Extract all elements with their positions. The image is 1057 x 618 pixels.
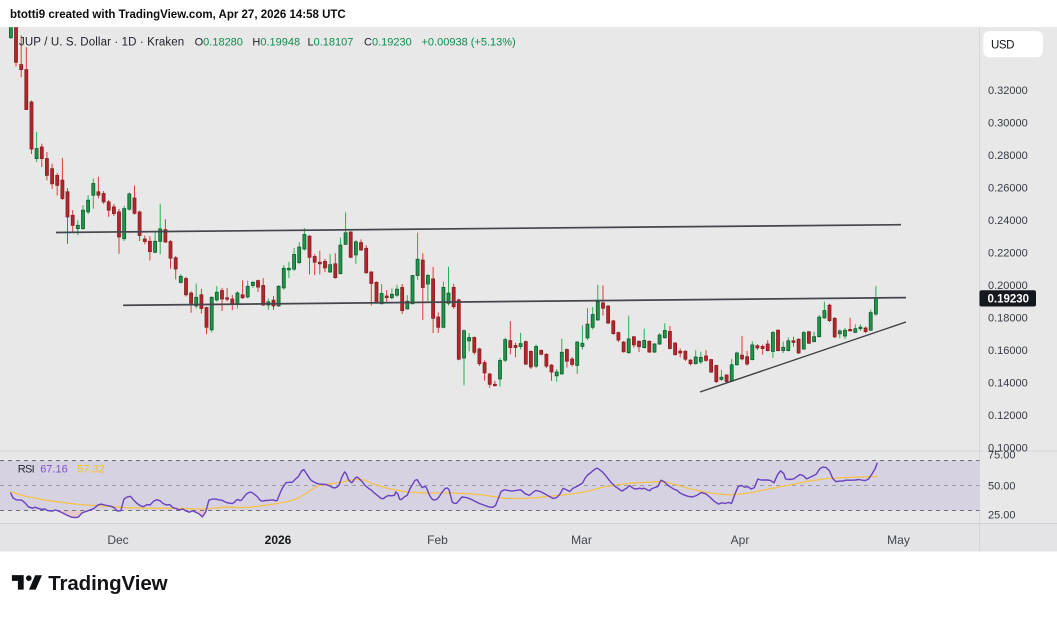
- svg-text:0.30000: 0.30000: [988, 117, 1028, 129]
- svg-text:btotti9 created with TradingVi: btotti9 created with TradingView.com, Ap…: [10, 9, 346, 21]
- svg-text:0.14000: 0.14000: [988, 378, 1028, 390]
- svg-text:O0.18280: O0.18280: [195, 37, 243, 49]
- svg-text:May: May: [887, 533, 910, 547]
- svg-text:25.00: 25.00: [988, 510, 1016, 522]
- svg-text:0.32000: 0.32000: [988, 85, 1028, 97]
- svg-text:+0.00938 (+5.13%): +0.00938 (+5.13%): [422, 37, 516, 49]
- svg-text:0.26000: 0.26000: [988, 182, 1028, 194]
- svg-text:H0.19948: H0.19948: [252, 37, 300, 49]
- svg-text:C0.19230: C0.19230: [364, 37, 412, 49]
- svg-text:RSI: RSI: [18, 464, 35, 476]
- svg-text:0.28000: 0.28000: [988, 150, 1028, 162]
- svg-text:50.00: 50.00: [988, 481, 1016, 493]
- svg-text:0.10000: 0.10000: [988, 443, 1028, 455]
- svg-text:0.18000: 0.18000: [988, 312, 1028, 324]
- svg-text:75.00: 75.00: [988, 450, 1016, 462]
- svg-text:2026: 2026: [265, 533, 292, 547]
- svg-text:Feb: Feb: [427, 533, 448, 547]
- svg-text:0.20000: 0.20000: [988, 280, 1028, 292]
- svg-text:Apr: Apr: [731, 533, 750, 547]
- svg-text:L0.18107: L0.18107: [308, 37, 354, 49]
- svg-text:0.16000: 0.16000: [988, 345, 1028, 357]
- svg-text:57.32: 57.32: [77, 464, 105, 476]
- svg-text:67.16: 67.16: [40, 464, 68, 476]
- svg-text:0.24000: 0.24000: [988, 215, 1028, 227]
- svg-text:Dec: Dec: [107, 533, 128, 547]
- svg-text:0.12000: 0.12000: [988, 410, 1028, 422]
- svg-text:JUP / U. S. Dollar · 1D · Krak: JUP / U. S. Dollar · 1D · Kraken: [19, 37, 184, 49]
- svg-text:0.19230: 0.19230: [988, 294, 1030, 306]
- svg-text:0.22000: 0.22000: [988, 247, 1028, 259]
- svg-text:TradingView: TradingView: [48, 572, 167, 595]
- svg-text:Mar: Mar: [571, 533, 592, 547]
- svg-text:USD: USD: [991, 39, 1014, 51]
